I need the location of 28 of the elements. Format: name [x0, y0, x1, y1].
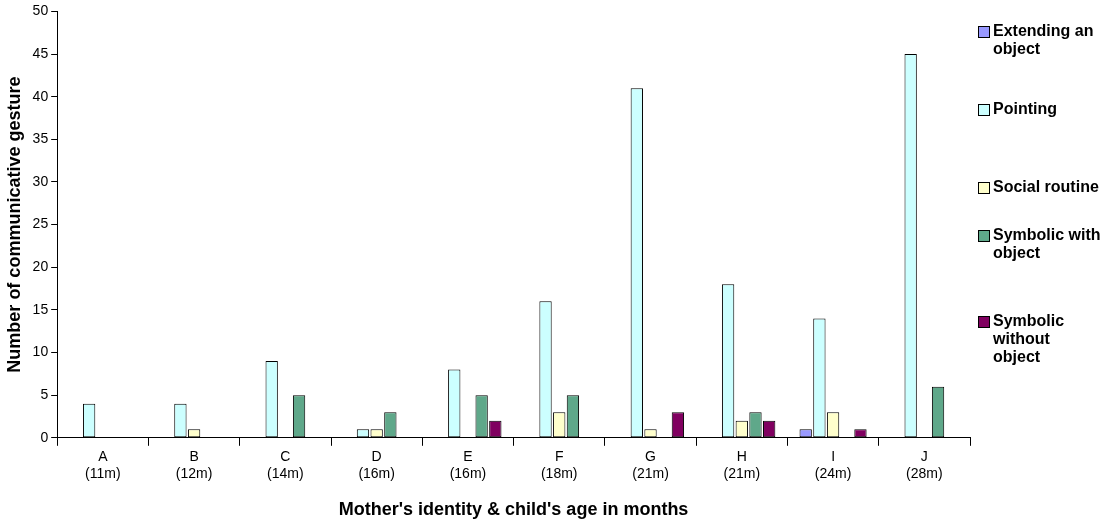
y-tick-label: 40 — [32, 87, 49, 104]
legend-label: Pointing — [993, 100, 1057, 118]
x-tick-label: B (12m) — [175, 448, 213, 481]
x-tick-label: E (16m) — [449, 448, 487, 481]
legend-label: Extending an object — [993, 22, 1095, 58]
y-tick-label: 0 — [40, 428, 49, 445]
x-tick-label: C (14m) — [267, 448, 304, 481]
y-tick-label: 5 — [40, 386, 49, 403]
y-tick-label: 20 — [32, 258, 49, 275]
x-tick-label: I (24m) — [814, 448, 852, 481]
y-tick-label: 10 — [32, 343, 49, 360]
x-tick-label: H (21m) — [723, 448, 761, 481]
x-tick-label: A (11m) — [85, 448, 121, 481]
x-tick-label: G (21m) — [632, 448, 669, 481]
legend-label: Symbolic without object — [993, 312, 1066, 366]
x-axis-title: Mother's identity & child's age in months — [338, 499, 689, 520]
y-tick-label: 50 — [32, 2, 49, 19]
x-tick-label: D (16m) — [358, 448, 395, 481]
y-tick-label: 30 — [32, 172, 49, 189]
y-tick-label: 25 — [32, 215, 49, 232]
y-tick-label: 35 — [32, 130, 49, 147]
y-tick-label: 45 — [32, 44, 49, 61]
x-tick-label: J (28m) — [906, 448, 943, 481]
y-tick-label: 15 — [32, 300, 49, 317]
y-axis-title: Number of communicative gesture — [3, 76, 24, 373]
x-tick-label: F (18m) — [540, 448, 578, 481]
legend-label: Social routine — [993, 178, 1099, 196]
legend-label: Symbolic with object — [993, 226, 1101, 262]
